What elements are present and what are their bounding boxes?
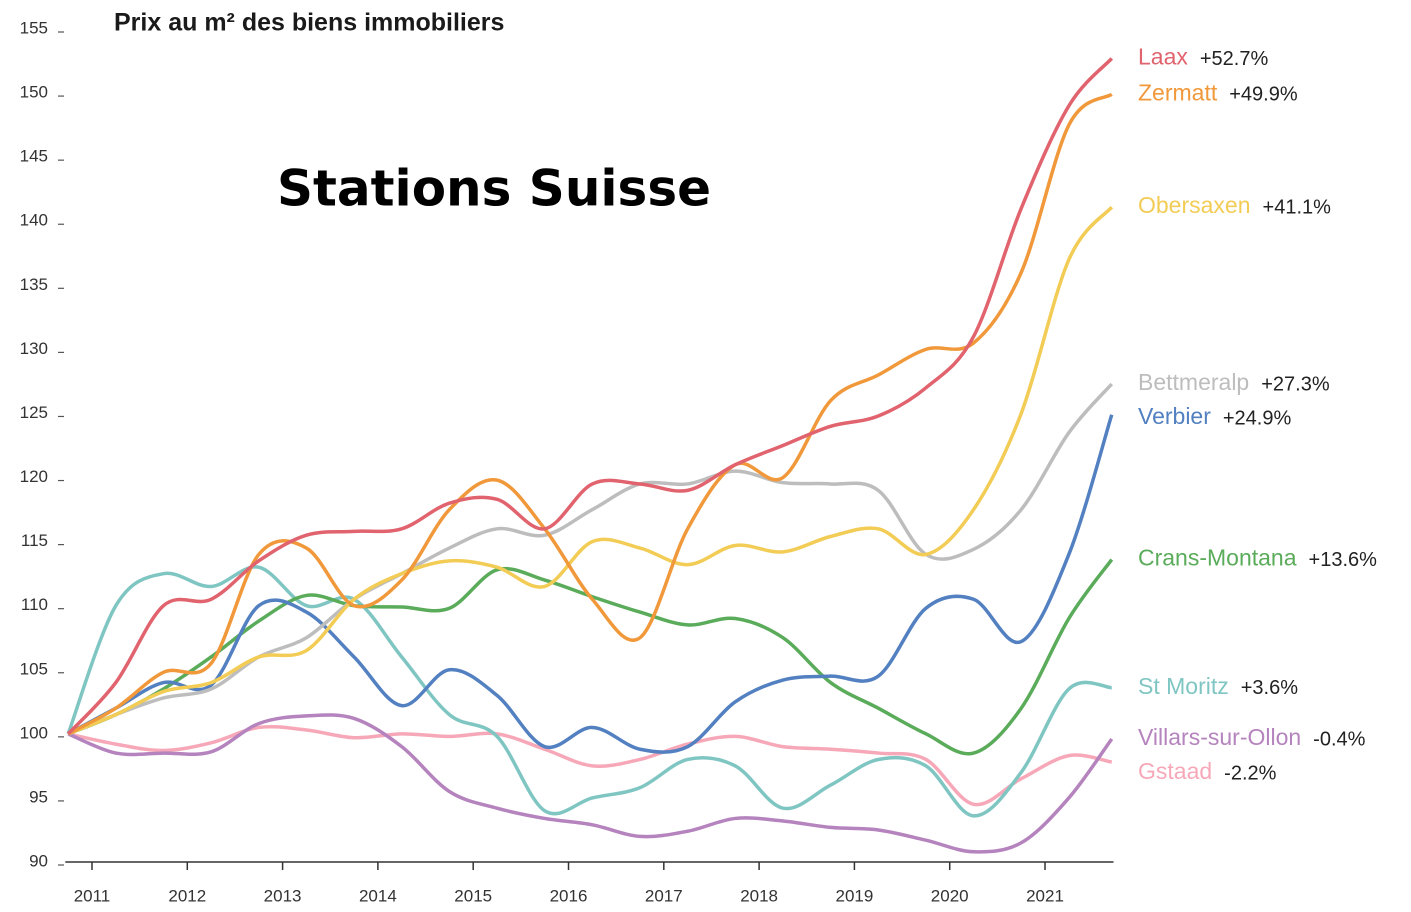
- legend-change: -0.4%: [1313, 728, 1365, 750]
- x-tick-label: 2018: [740, 886, 778, 905]
- y-tick-label: 120: [20, 467, 48, 486]
- legend-change: +27.3%: [1261, 373, 1330, 395]
- y-tick-label: 110: [21, 595, 48, 614]
- y-tick-label: 150: [20, 83, 48, 102]
- legend-change: +52.7%: [1200, 48, 1269, 70]
- legend-change: +13.6%: [1309, 549, 1378, 571]
- x-tick-label: 2013: [264, 886, 302, 905]
- x-tick-label: 2015: [454, 886, 492, 905]
- series-line: [67, 382, 1114, 736]
- legend-change: +49.9%: [1229, 84, 1298, 106]
- legend-label: Villars-sur-Ollon: [1138, 724, 1301, 750]
- legend-label: Verbier: [1138, 403, 1211, 429]
- y-tick-label: 145: [20, 147, 48, 166]
- series-line: [67, 205, 1114, 736]
- x-tick-label: 2011: [74, 886, 111, 905]
- series-line: [67, 713, 1114, 854]
- legend-label: Obersaxen: [1138, 192, 1251, 218]
- legend-label: St Moritz: [1138, 673, 1229, 699]
- y-tick-label: 135: [20, 275, 48, 294]
- series-line: [67, 724, 1113, 807]
- legend-change: -2.2%: [1224, 762, 1276, 784]
- x-tick-label: 2012: [168, 886, 206, 905]
- legend-change: +3.6%: [1241, 677, 1298, 699]
- series-line: [67, 414, 1114, 754]
- y-tick-label: 95: [29, 787, 48, 806]
- x-tick-label: 2021: [1026, 886, 1064, 905]
- x-tick-label: 2016: [550, 886, 588, 905]
- chart-title: Prix au m² des biens immobiliers: [114, 9, 504, 37]
- legend-label: Gstaad: [1138, 758, 1212, 784]
- legend-change: +24.9%: [1223, 407, 1292, 429]
- y-tick-label: 105: [20, 659, 48, 678]
- y-tick-label: 100: [20, 723, 48, 742]
- y-tick-label: 90: [29, 851, 48, 870]
- legend-label: Laax: [1138, 44, 1188, 70]
- series-line: [67, 558, 1114, 756]
- y-tick-label: 115: [21, 531, 48, 550]
- y-tick-label: 140: [20, 211, 48, 230]
- legend-label: Zermatt: [1138, 79, 1218, 105]
- chart-subtitle: Stations Suisse: [277, 160, 711, 218]
- x-tick-label: 2019: [836, 886, 874, 905]
- series-line: [66, 57, 1114, 736]
- legend-change: +41.1%: [1263, 196, 1332, 218]
- y-tick-label: 125: [20, 403, 48, 422]
- x-tick-label: 2020: [931, 886, 969, 905]
- legend-label: Bettmeralp: [1138, 369, 1249, 395]
- y-tick-label: 130: [20, 339, 48, 358]
- x-tick-label: 2014: [359, 886, 397, 905]
- x-tick-label: 2017: [645, 886, 683, 905]
- legend-label: Crans-Montana: [1138, 545, 1297, 571]
- y-tick-label: 155: [20, 18, 48, 37]
- series-line: [67, 92, 1113, 736]
- series-line: [66, 565, 1112, 818]
